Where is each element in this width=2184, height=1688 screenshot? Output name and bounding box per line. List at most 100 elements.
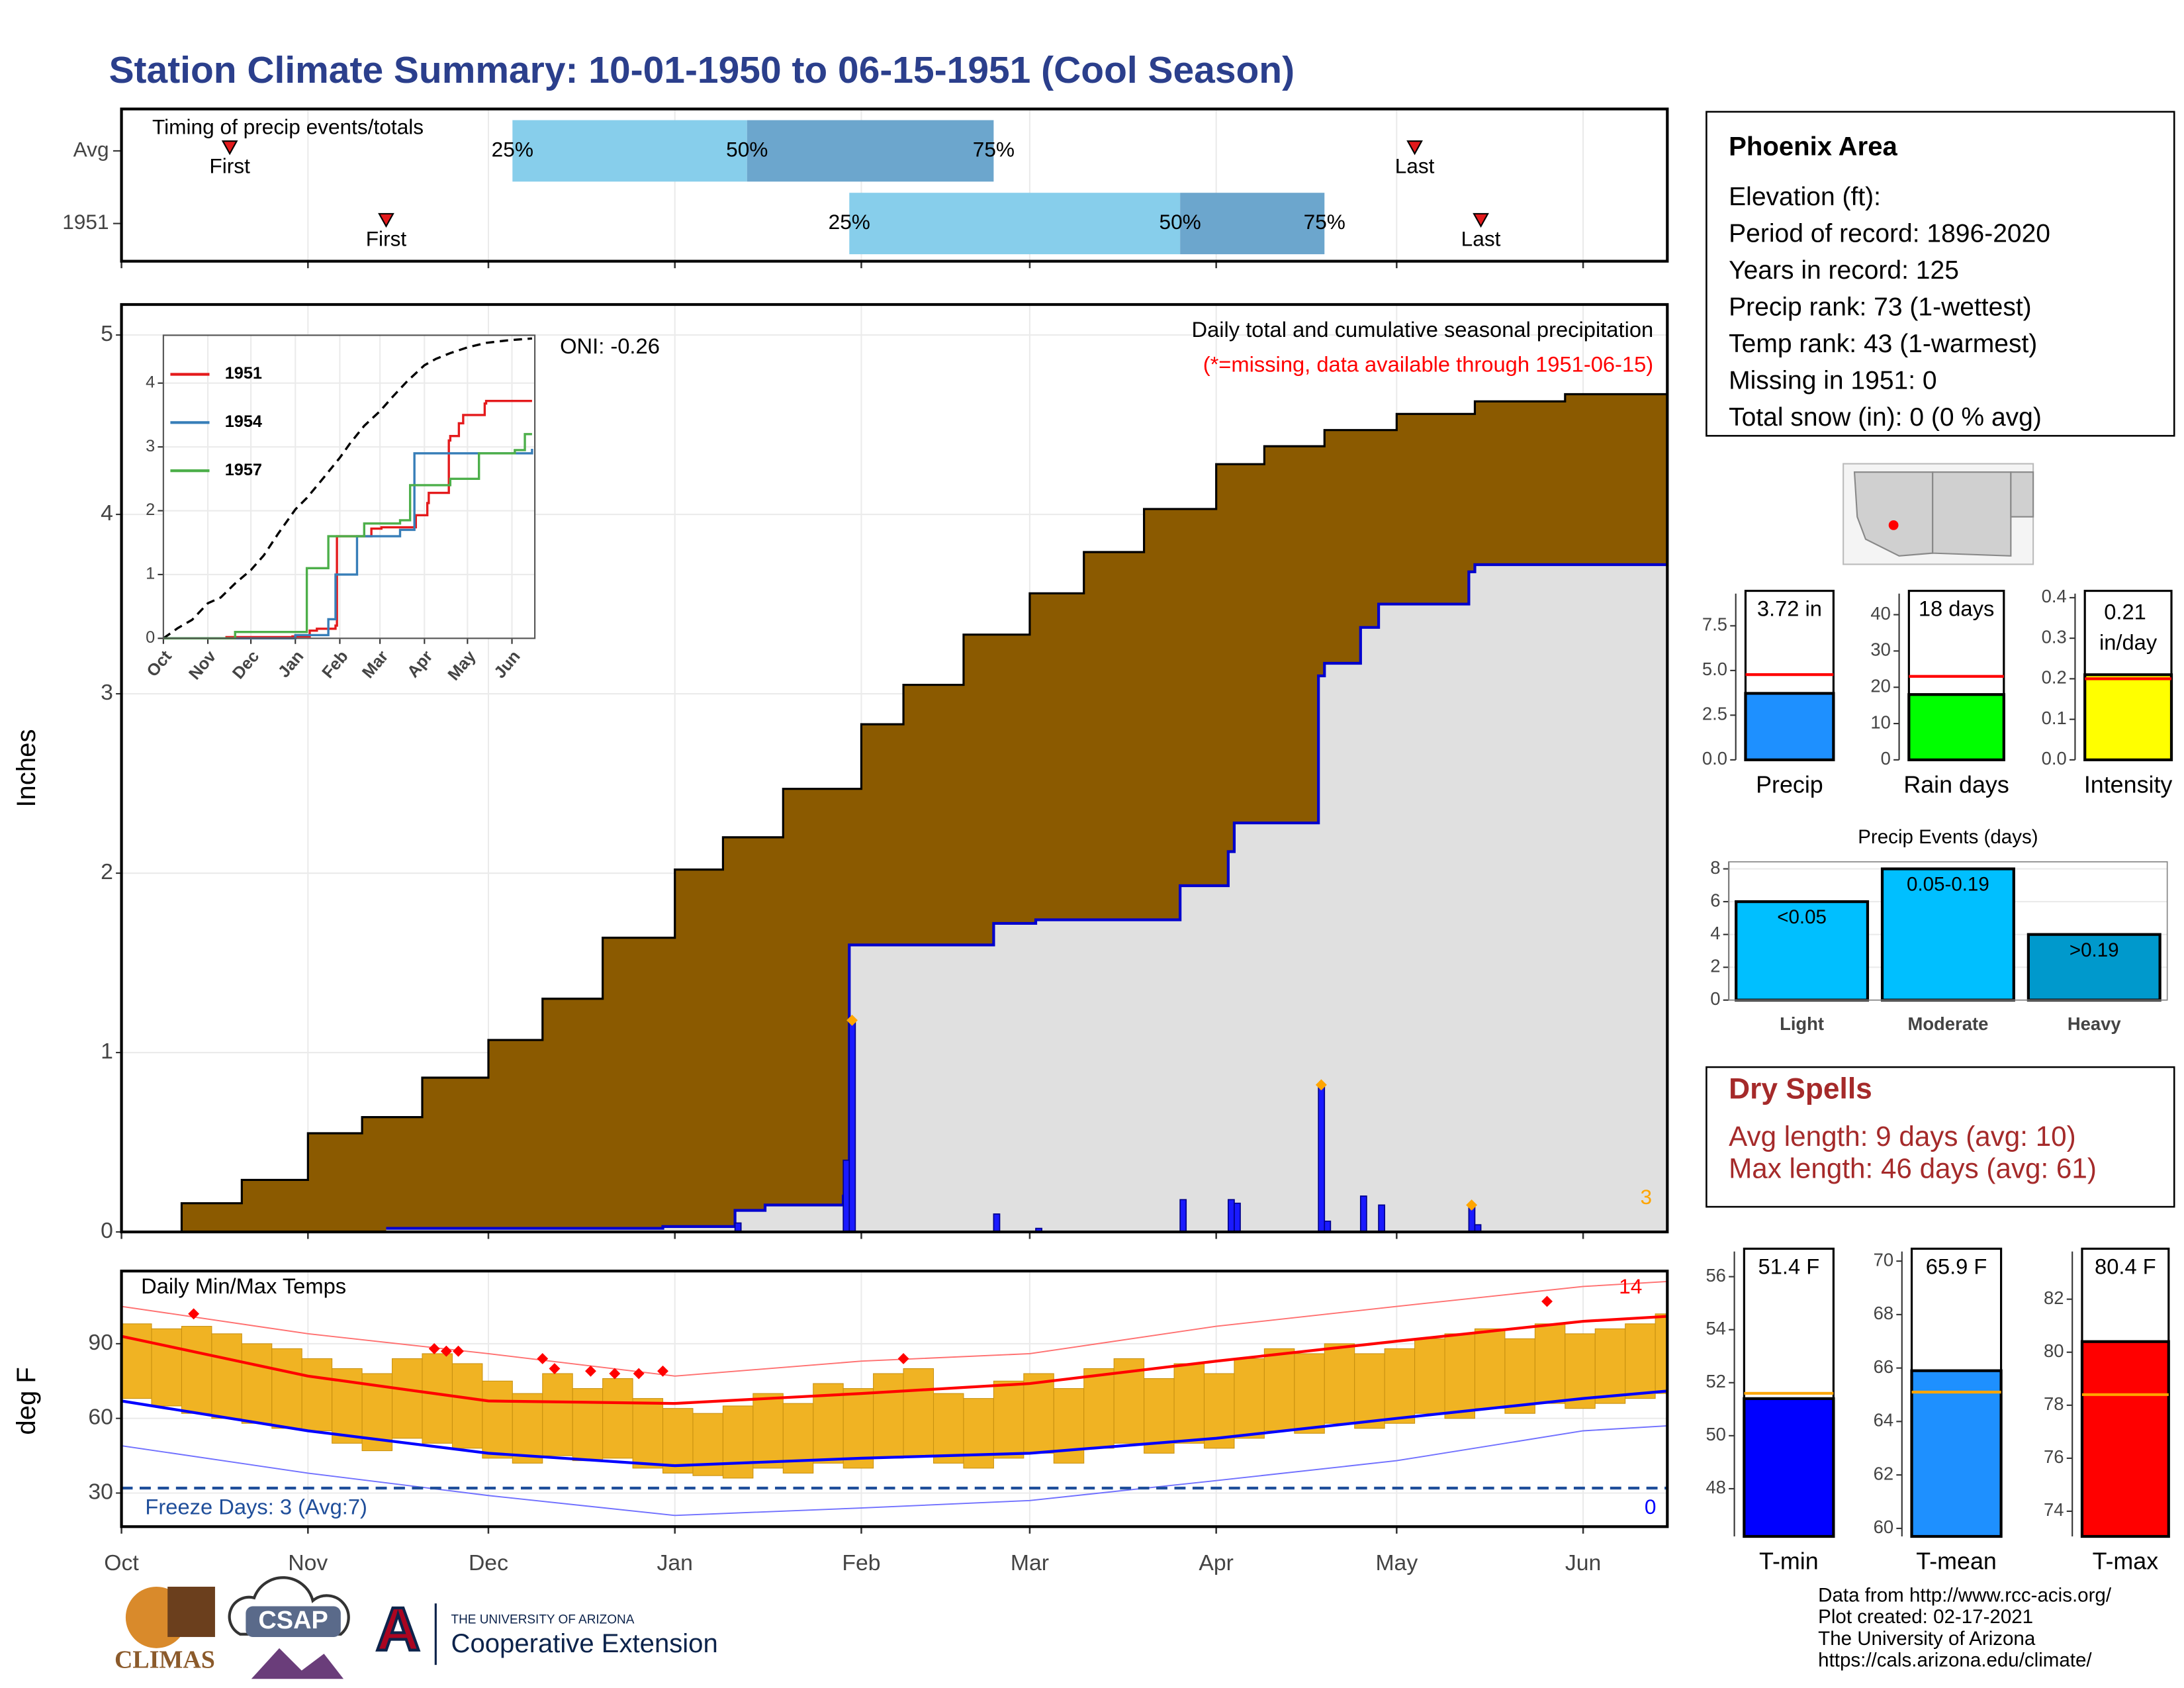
y-tick-label: 60: [1874, 1517, 1893, 1537]
x-tick-label: Nov: [288, 1550, 328, 1575]
y-tick-label: 0: [1710, 988, 1720, 1009]
panel-frame: [120, 107, 1669, 263]
record-marker: [440, 1345, 452, 1357]
y-tick-label: 2.5: [1702, 704, 1727, 724]
record-marker: [633, 1368, 645, 1380]
csap-text: CSAP: [258, 1607, 328, 1634]
temp-range-bar: [1234, 1358, 1265, 1439]
temp-range-bar: [632, 1398, 664, 1469]
temp-range-bar: [722, 1405, 754, 1479]
bar-frame: [1744, 589, 1835, 695]
y-tick-label: 30: [88, 1479, 113, 1504]
bin-label: <0.05: [1777, 906, 1827, 928]
x-tick-label: Mar: [1011, 1550, 1049, 1575]
y-tick-label: 0: [101, 1218, 113, 1243]
event-marker: [378, 212, 394, 228]
temp-range-bar: [1474, 1328, 1506, 1409]
temp-range-bar: [1594, 1328, 1626, 1404]
temp-range-bar: [1534, 1323, 1566, 1404]
chart-title: Daily Min/Max Temps: [141, 1274, 346, 1298]
y-axis-label: deg F: [12, 1367, 41, 1435]
temp-range-bar: [963, 1398, 994, 1469]
y-tick-label: 2: [146, 500, 155, 519]
temp-range-bar: [602, 1378, 633, 1459]
panel-frame: [1728, 861, 2168, 1001]
category-label: Intensity: [2084, 771, 2173, 798]
y-tick-label: 0: [1881, 748, 1891, 769]
info-line: Total snow (in): 0 (0 % avg): [1729, 403, 2042, 432]
flag-marker: [846, 1014, 858, 1026]
value-label: 65.9 F: [1926, 1254, 1987, 1279]
category-label: T-max: [2093, 1548, 2159, 1575]
x-tick-label: Feb: [842, 1550, 880, 1575]
y-tick-label: 6: [1710, 890, 1720, 910]
y-tick-label: 0.0: [2042, 748, 2067, 769]
y-tick-label: 3: [101, 680, 113, 705]
footer-line: https://cals.arizona.edu/climate/: [1818, 1650, 2092, 1671]
panel-frame: [120, 1270, 1669, 1528]
y-axis-label: Inches: [12, 729, 41, 807]
quantile-bar: [747, 120, 994, 182]
y-tick-label: 66: [1874, 1356, 1893, 1377]
record-marker: [428, 1342, 440, 1354]
map-state: [1932, 471, 2012, 557]
state-map: [1843, 463, 2034, 565]
y-tick-label: 8: [1710, 857, 1720, 878]
freeze-label: Freeze Days: 3 (Avg:7): [145, 1494, 367, 1519]
event-label: First: [209, 154, 250, 178]
bar: [2083, 673, 2173, 761]
y-tick-label: 74: [2044, 1499, 2064, 1520]
info-line: Elevation (ft):: [1729, 183, 1881, 211]
flag-marker: [1315, 1079, 1327, 1091]
inset-line: [163, 400, 532, 639]
avg-min-line: [121, 1389, 1668, 1468]
bar-frame: [2081, 1247, 2170, 1343]
info-line: Missing in 1951: 0: [1729, 366, 1936, 395]
y-tick-label: 0.3: [2042, 626, 2067, 647]
footer-line: Data from http://www.rcc-acis.org/: [1818, 1585, 2112, 1607]
map-state: [2010, 471, 2034, 518]
record-marker: [453, 1345, 464, 1357]
temp-range-bar: [1655, 1313, 1668, 1394]
temp-range-bar: [451, 1363, 483, 1449]
value-label: 80.4 F: [2095, 1254, 2156, 1279]
bin-label: 0.05-0.19: [1907, 874, 1989, 896]
temp-range-bar: [301, 1358, 333, 1432]
info-line: Temp rank: 43 (1-warmest): [1729, 330, 2037, 358]
y-tick-label: 40: [1870, 603, 1890, 624]
y-tick-label: 54: [1706, 1318, 1725, 1338]
record-marker: [537, 1353, 549, 1364]
daily-bar: [1324, 1220, 1332, 1233]
temp-range-bar: [692, 1413, 723, 1476]
quantile-label: 50%: [726, 137, 768, 161]
x-tick-label: Apr: [1199, 1550, 1234, 1575]
season-area: [386, 564, 1668, 1233]
y-tick-label: 68: [1874, 1303, 1893, 1323]
bin-label: >0.19: [2070, 939, 2119, 961]
record-high-count: 14: [1619, 1274, 1642, 1298]
y-tick-label: 70: [1874, 1249, 1893, 1270]
quantile-bar: [512, 120, 747, 182]
info-box: [1706, 111, 2175, 437]
flag-count: 3: [1641, 1185, 1653, 1209]
y-tick-label: 60: [88, 1405, 113, 1430]
record-marker: [609, 1368, 621, 1380]
quantile-label: 25%: [492, 137, 533, 161]
flag-marker: [1466, 1199, 1478, 1211]
quantile-bar: [1180, 193, 1325, 255]
legend-label: 1951: [225, 364, 262, 383]
temp-range-bar: [1354, 1353, 1385, 1429]
value-label: 51.4 F: [1758, 1254, 1820, 1279]
y-tick-label: 52: [1706, 1371, 1725, 1391]
temp-range-bar: [271, 1348, 302, 1429]
category-label: T-mean: [1916, 1548, 1997, 1575]
page-title: Station Climate Summary: 10-01-1950 to 0…: [109, 49, 1295, 91]
y-tick-label: 10: [1870, 712, 1890, 732]
inset-average-line: [162, 337, 533, 639]
csap-mountains: [251, 1648, 344, 1679]
temp-range-bar: [993, 1380, 1024, 1459]
temp-range-bar: [512, 1393, 543, 1464]
record-marker: [897, 1353, 909, 1364]
bar: [1735, 900, 1870, 1002]
category-label: Moderate: [1907, 1013, 1988, 1034]
